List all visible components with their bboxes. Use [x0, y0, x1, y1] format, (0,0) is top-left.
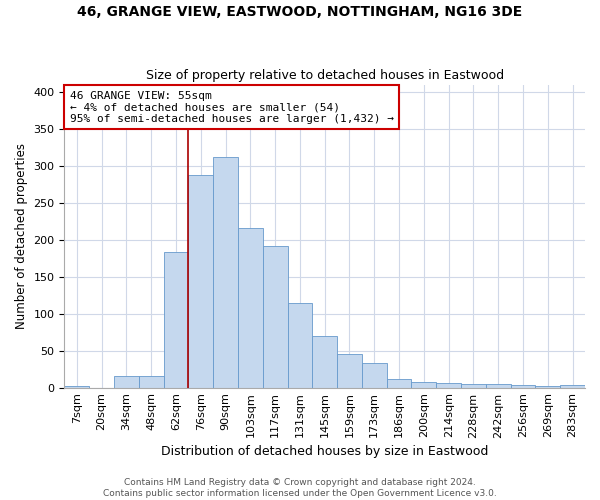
Bar	[164, 252, 188, 388]
Bar	[188, 176, 213, 388]
Text: 46 GRANGE VIEW: 55sqm
← 4% of detached houses are smaller (54)
95% of semi-detac: 46 GRANGE VIEW: 55sqm ← 4% of detached h…	[70, 90, 394, 124]
Bar	[362, 363, 386, 388]
Text: 46, GRANGE VIEW, EASTWOOD, NOTTINGHAM, NG16 3DE: 46, GRANGE VIEW, EASTWOOD, NOTTINGHAM, N…	[77, 5, 523, 19]
Bar	[511, 386, 535, 388]
Bar	[535, 386, 560, 388]
Bar	[486, 384, 511, 388]
X-axis label: Distribution of detached houses by size in Eastwood: Distribution of detached houses by size …	[161, 444, 488, 458]
Bar	[139, 376, 164, 388]
Bar	[238, 228, 263, 388]
Bar	[461, 384, 486, 388]
Bar	[287, 302, 313, 388]
Bar	[213, 157, 238, 388]
Bar	[386, 378, 412, 388]
Title: Size of property relative to detached houses in Eastwood: Size of property relative to detached ho…	[146, 69, 504, 82]
Bar	[337, 354, 362, 388]
Bar	[560, 386, 585, 388]
Text: Contains HM Land Registry data © Crown copyright and database right 2024.
Contai: Contains HM Land Registry data © Crown c…	[103, 478, 497, 498]
Bar	[412, 382, 436, 388]
Bar	[436, 383, 461, 388]
Bar	[64, 386, 89, 388]
Bar	[114, 376, 139, 388]
Bar	[313, 336, 337, 388]
Bar	[263, 246, 287, 388]
Y-axis label: Number of detached properties: Number of detached properties	[15, 143, 28, 329]
